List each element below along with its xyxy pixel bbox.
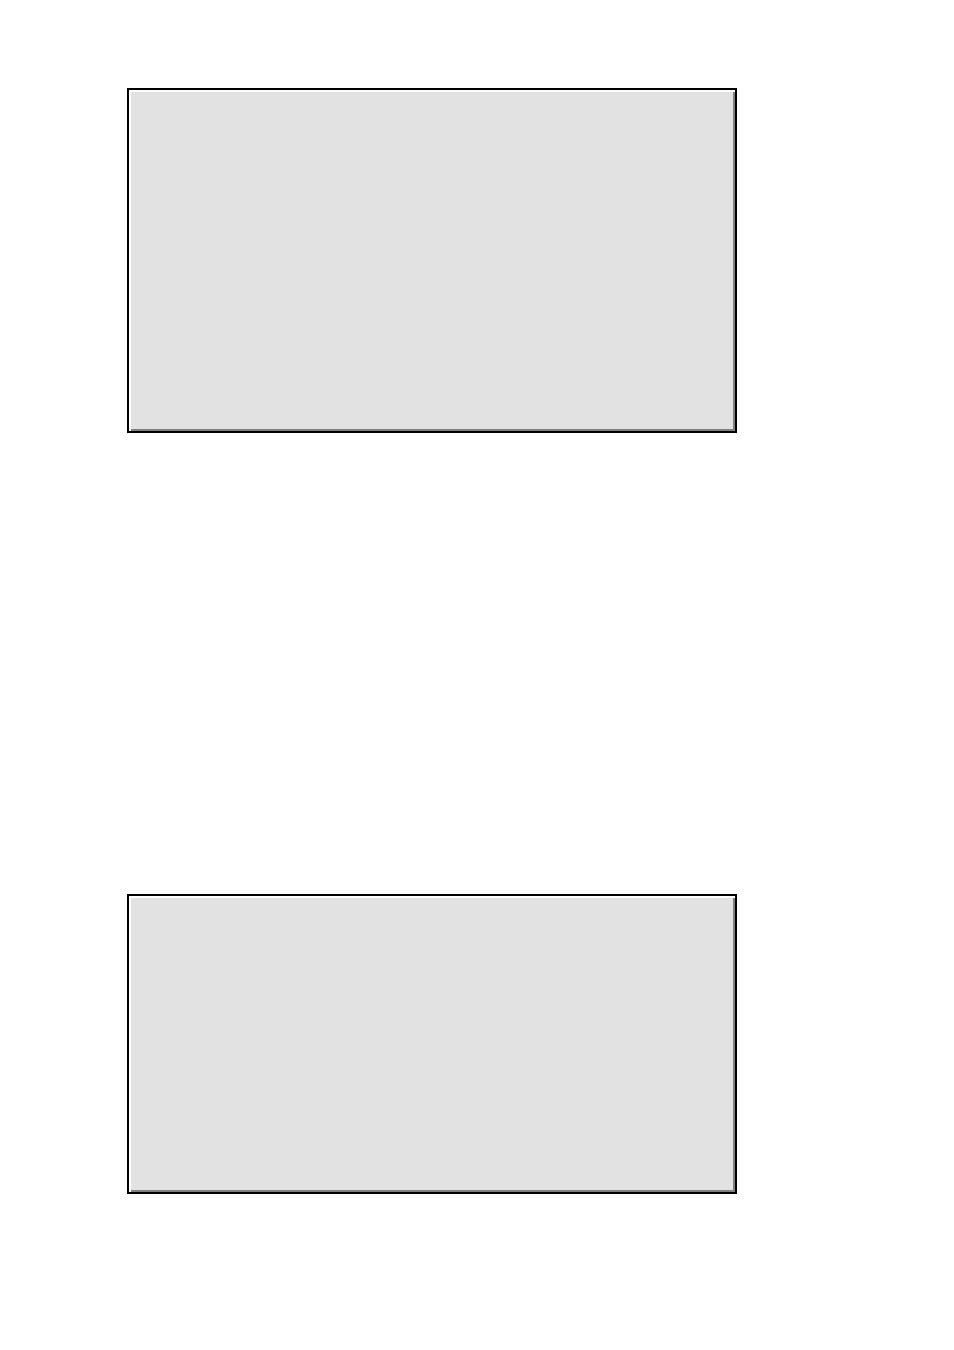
placeholder-panel-bottom xyxy=(127,894,737,1194)
placeholder-panel-top xyxy=(127,88,737,433)
